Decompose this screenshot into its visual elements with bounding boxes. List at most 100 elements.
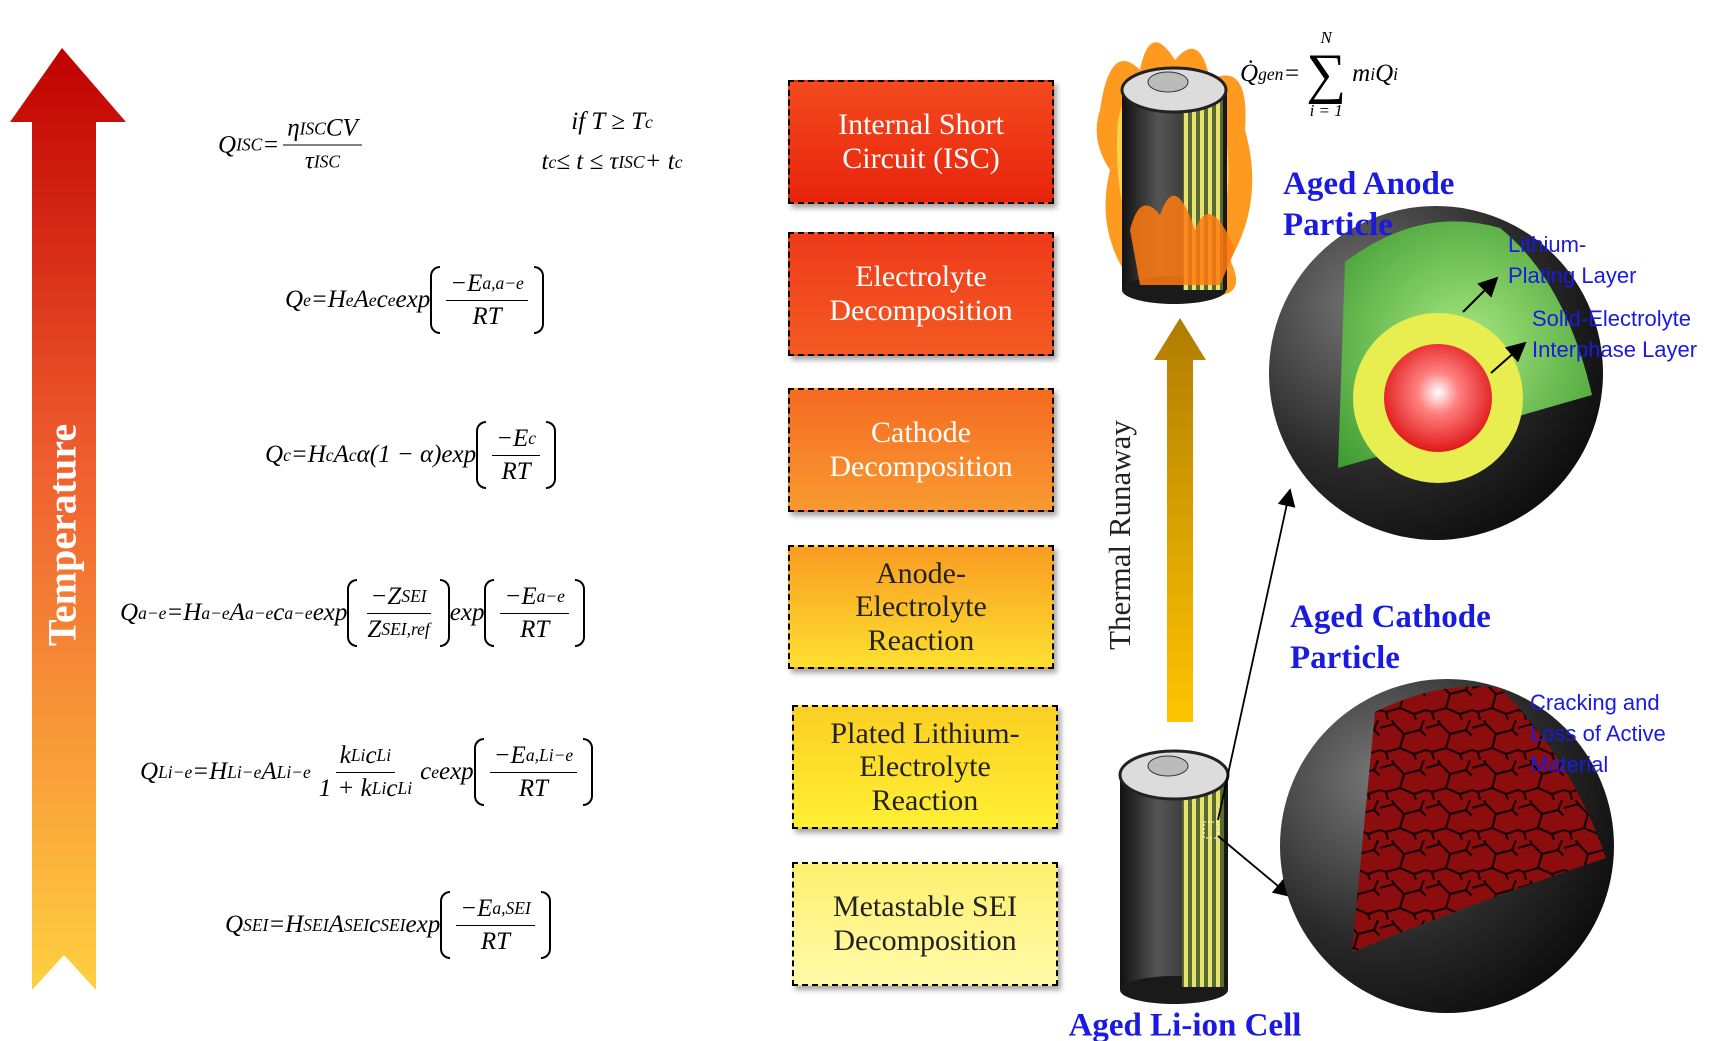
sum-sign: ∑ [1306,46,1346,102]
burning-cell [1097,42,1253,304]
math-text: −E [460,895,492,923]
equation-condition: tc ≤ t ≤ τISC + tc [542,148,683,176]
zoom-arrow [1218,490,1290,820]
math-text: Q [265,441,283,469]
fraction: −Ea−eRT [500,583,568,644]
math-text: Q [218,131,236,159]
math-subscript: a−e [138,603,166,624]
cracking-label-line: Material [1530,750,1666,781]
reaction-label: Electrolyte [859,750,991,784]
math-subscript: ISC [618,152,644,173]
math-subscript: c [528,428,536,449]
denominator: RT [477,926,514,956]
right-paren [546,421,556,489]
cell-label: Aged Li-ion Cell [1069,1008,1302,1041]
math-text: Q [225,911,243,939]
math-subscript: c [548,152,556,173]
math-subscript: SEI [401,586,426,607]
math-subscript: ISC [236,135,262,156]
reaction-label: Electrolyte [855,590,987,624]
reaction-label: Decomposition [829,294,1012,328]
math-text: A [329,911,344,939]
math-subscript: e [369,290,377,311]
math-subscript: c [675,152,683,173]
math-text: ≤ t ≤ τ [556,148,618,176]
math-text: RT [481,928,510,956]
denominator: RT [497,456,534,486]
math-subscript: a,SEI [492,898,530,919]
fraction: −Ea,Li−eRT [490,742,577,803]
math-text: η [287,115,299,143]
reaction-box: Internal ShortCircuit (ISC) [788,80,1054,204]
math-text: A [354,286,369,314]
math-text: CV [326,115,358,143]
numerator: −ZSEI [367,583,431,614]
math-text: Z [367,616,381,644]
reaction-label: Circuit (ISC) [842,142,1000,176]
math-text: k [340,742,351,770]
right-paren [583,738,593,806]
math-text: exp [439,758,474,786]
math-subscript: a−e [201,603,229,624]
math-text: A [230,599,245,627]
denominator: RT [515,773,552,803]
anode-title: Aged AnodeParticle [1283,164,1454,247]
math-text: α(1 − α)exp [357,441,476,469]
parentheses: −Ea,Li−eRT [474,738,593,806]
math-text: if T ≥ T [571,108,645,136]
math-subscript: ISC [300,118,326,139]
reaction-label: Decomposition [833,924,1016,958]
math-subscript: e [388,290,396,311]
plating-label-line: Plating Layer [1508,261,1636,292]
reaction-label: Cathode [871,416,971,450]
math-subscript: ISC [314,151,340,172]
math-text: = [262,131,279,159]
reaction-label: Reaction [868,624,975,658]
math-subscript: c [283,445,291,466]
math-text: τ [305,148,314,176]
math-subscript: SEI [303,915,328,936]
reaction-box: Anode-ElectrolyteReaction [788,545,1054,669]
numerator: ηISCCV [283,115,362,146]
math-text: −E [504,583,536,611]
right-paren [541,891,551,959]
left-paren [476,421,486,489]
denominator: ZSEI,ref [363,614,433,644]
summation: N∑i = 1 [1306,29,1346,119]
sei-label-line: Solid-Electrolyte [1532,304,1697,335]
left-paren [474,738,484,806]
math-text: = [166,599,183,627]
reaction-label: Plated Lithium- [830,717,1019,751]
equation: QLi−e = HLi−eALi−ekLicLi1 + kLicLiceexp−… [140,738,593,806]
math-text: Q [120,599,138,627]
math-subscript: c [349,445,357,466]
math-text: c [273,599,284,627]
reaction-label: Metastable SEI [833,890,1017,924]
runaway-arrow [1154,318,1206,722]
fraction: −Ec RT [492,425,540,486]
reaction-label: Electrolyte [855,260,987,294]
math-text: RT [472,303,501,331]
math-text: m [1352,60,1370,88]
math-subscript: e [431,762,439,783]
core [1384,344,1492,452]
cathode-title-line: Particle [1290,638,1491,679]
math-subscript: Li−e [227,762,261,783]
math-text: c [420,758,431,786]
math-text: Q [1375,60,1393,88]
math-text: exp [450,599,485,627]
math-text: −E [496,425,528,453]
fraction: −ZSEIZSEI,ref [363,583,433,644]
thermal-runaway-label: Thermal Runaway [1102,420,1138,650]
right-paren [575,579,585,647]
